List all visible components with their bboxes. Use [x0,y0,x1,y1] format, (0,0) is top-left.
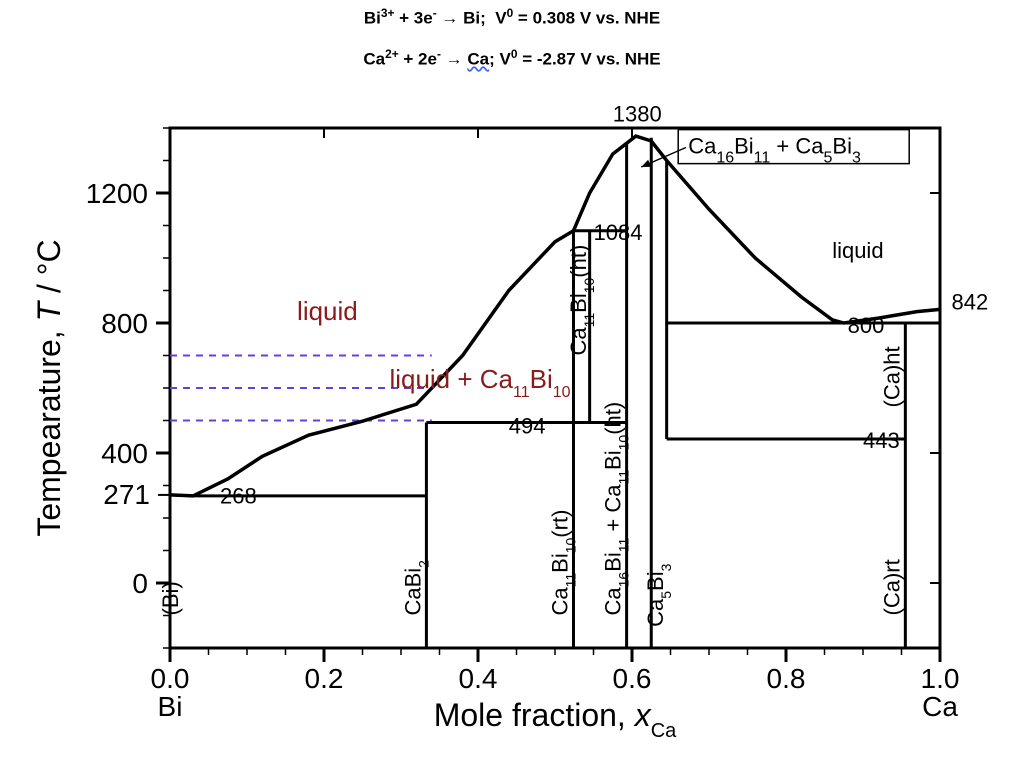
phase-diagram-chart: 0 400 800 1200 271 0.0 0.2 0.4 0.6 0.8 1.0 Bi Ca Mole… [0,88,1024,764]
equation-2: Ca2+ + 2e- → Ca; V0 = -2.87 V vs. NHE [0,47,1024,70]
x-tick-label: 0.4 [459,663,498,694]
y-tick-label: 800 [101,308,148,339]
phase-label-ca11bi10ht: Ca11Bi10(ht) [566,245,597,356]
annotation: liquid + Ca11Bi10 [389,364,570,401]
x-end-left: Bi [158,691,183,722]
annotation: 1380 [613,102,662,127]
liquidus-right [667,161,940,324]
y-tick-label: 271 [103,479,150,510]
y-tick-label: 400 [101,438,148,469]
temp-label: 443 [863,428,900,453]
x-tick-label: 0.0 [151,663,190,694]
annotation: 842 [952,289,989,314]
x-tick-label: 0.8 [767,663,806,694]
y-axis-title: Tempearature, T / °C [31,239,67,536]
x-tick-label: 0.2 [305,663,344,694]
phase-label-caht: (Ca)ht [879,346,904,407]
temp-label: 1084 [594,220,643,245]
y-tick-label: 0 [132,568,148,599]
x-axis-title: Mole fraction, xCa [434,697,677,742]
annotation: liquid [297,296,358,326]
annotation: liquid [832,238,883,263]
x-end-right: Ca [922,691,958,722]
temp-label: 494 [509,414,546,439]
phase-label-bi: (Bi) [158,581,183,615]
phase-label-cart: (Ca)rt [879,559,904,615]
temp-label: 268 [220,483,257,508]
x-tick-label: 1.0 [921,663,960,694]
equation-1: Bi3+ + 3e- → Bi; V0 = 0.308 V vs. NHE [0,6,1024,29]
equation-block: Bi3+ + 3e- → Bi; V0 = 0.308 V vs. NHE Ca… [0,0,1024,70]
x-tick-label: 0.6 [613,663,652,694]
y-tick-label: 1200 [86,178,148,209]
phase-label-ca5bi3: Ca5Bi3 [643,563,674,626]
temp-label: 800 [848,313,885,338]
